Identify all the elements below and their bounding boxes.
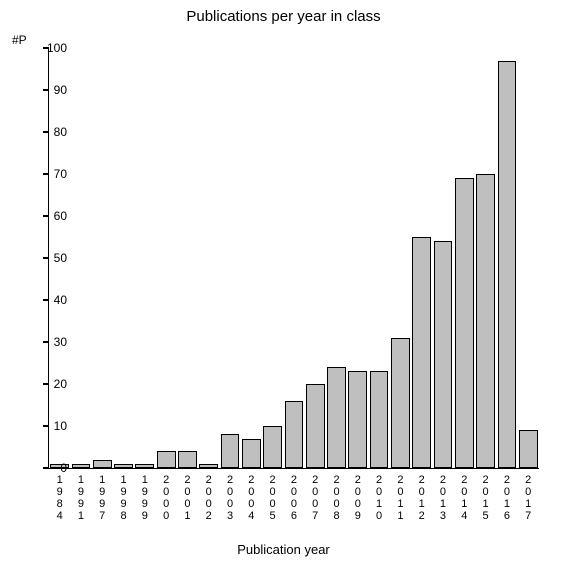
bars-group: 1 9 8 41 9 9 11 9 9 71 9 9 81 9 9 92 0 0…	[49, 48, 539, 468]
plot-area: 1 9 8 41 9 9 11 9 9 71 9 9 81 9 9 92 0 0…	[48, 48, 539, 469]
bar	[519, 430, 538, 468]
bar-slot: 2 0 0 2	[198, 48, 219, 468]
bar-slot: 2 0 1 4	[454, 48, 475, 468]
x-tick-label: 2 0 1 2	[418, 474, 426, 522]
y-axis-label: #P	[12, 33, 27, 47]
y-tick-label: 10	[37, 419, 67, 433]
bar	[306, 384, 325, 468]
bar-slot: 2 0 1 7	[518, 48, 539, 468]
x-tick-label: 1 9 9 7	[98, 474, 106, 522]
bar-slot: 2 0 0 8	[326, 48, 347, 468]
bar-slot: 2 0 0 9	[347, 48, 368, 468]
x-tick-label: 2 0 0 6	[290, 474, 298, 522]
bar	[285, 401, 304, 468]
bar-slot: 2 0 0 0	[155, 48, 176, 468]
x-tick-label: 2 0 0 3	[226, 474, 234, 522]
bar	[72, 464, 91, 468]
chart-container: Publications per year in class #P 1 9 8 …	[0, 0, 567, 567]
x-tick-label: 2 0 1 4	[460, 474, 468, 522]
bar	[114, 464, 133, 468]
bar-slot: 1 9 9 8	[113, 48, 134, 468]
bar-slot: 1 9 9 1	[70, 48, 91, 468]
bar	[327, 367, 346, 468]
x-tick-label: 2 0 1 7	[524, 474, 532, 522]
chart-title: Publications per year in class	[0, 8, 567, 25]
y-tick-label: 40	[37, 293, 67, 307]
x-tick-label: 2 0 1 0	[375, 474, 383, 522]
bar-slot: 2 0 1 1	[390, 48, 411, 468]
x-tick-label: 1 9 9 1	[77, 474, 85, 522]
y-tick-label: 20	[37, 377, 67, 391]
bar	[221, 434, 240, 468]
y-tick-label: 60	[37, 209, 67, 223]
x-tick-label: 2 0 0 0	[162, 474, 170, 522]
bar-slot: 2 0 1 6	[496, 48, 517, 468]
x-tick-label: 2 0 0 4	[247, 474, 255, 522]
x-tick-label: 2 0 1 5	[482, 474, 490, 522]
bar-slot: 2 0 0 4	[241, 48, 262, 468]
x-tick-label: 2 0 0 2	[205, 474, 213, 522]
bar	[178, 451, 197, 468]
bar	[263, 426, 282, 468]
y-tick-label: 100	[37, 41, 67, 55]
x-tick-label: 2 0 0 5	[269, 474, 277, 522]
x-tick-label: 1 9 8 4	[56, 474, 64, 522]
bar-slot: 1 9 9 9	[134, 48, 155, 468]
x-tick-label: 1 9 9 8	[120, 474, 128, 522]
bar	[242, 439, 261, 468]
x-axis-label: Publication year	[0, 542, 567, 557]
x-tick-label: 2 0 0 7	[311, 474, 319, 522]
x-tick-label: 2 0 0 9	[354, 474, 362, 522]
y-tick-label: 50	[37, 251, 67, 265]
bar-slot: 2 0 1 0	[368, 48, 389, 468]
x-tick-label: 2 0 1 3	[439, 474, 447, 522]
x-tick-label: 2 0 1 6	[503, 474, 511, 522]
bar	[455, 178, 474, 468]
bar	[476, 174, 495, 468]
y-tick-label: 90	[37, 83, 67, 97]
bar-slot: 2 0 0 3	[219, 48, 240, 468]
bar	[370, 371, 389, 468]
bar	[135, 464, 154, 468]
bar-slot: 2 0 0 5	[262, 48, 283, 468]
bar	[93, 460, 112, 468]
bar-slot: 1 9 9 7	[92, 48, 113, 468]
y-tick-label: 80	[37, 125, 67, 139]
bar	[434, 241, 453, 468]
bar	[199, 464, 218, 468]
bar-slot: 2 0 0 1	[177, 48, 198, 468]
bar-slot: 2 0 1 2	[411, 48, 432, 468]
bar-slot: 2 0 0 6	[283, 48, 304, 468]
y-tick-label: 30	[37, 335, 67, 349]
bar	[348, 371, 367, 468]
bar-slot: 2 0 1 5	[475, 48, 496, 468]
bar	[412, 237, 431, 468]
y-tick-label: 70	[37, 167, 67, 181]
bar	[391, 338, 410, 468]
bar-slot: 2 0 0 7	[305, 48, 326, 468]
bar	[157, 451, 176, 468]
x-tick-label: 1 9 9 9	[141, 474, 149, 522]
bar-slot: 2 0 1 3	[432, 48, 453, 468]
x-tick-label: 2 0 0 1	[183, 474, 191, 522]
x-tick-label: 2 0 1 1	[396, 474, 404, 522]
y-tick-label: 0	[37, 461, 67, 475]
x-tick-label: 2 0 0 8	[333, 474, 341, 522]
bar	[498, 61, 517, 468]
